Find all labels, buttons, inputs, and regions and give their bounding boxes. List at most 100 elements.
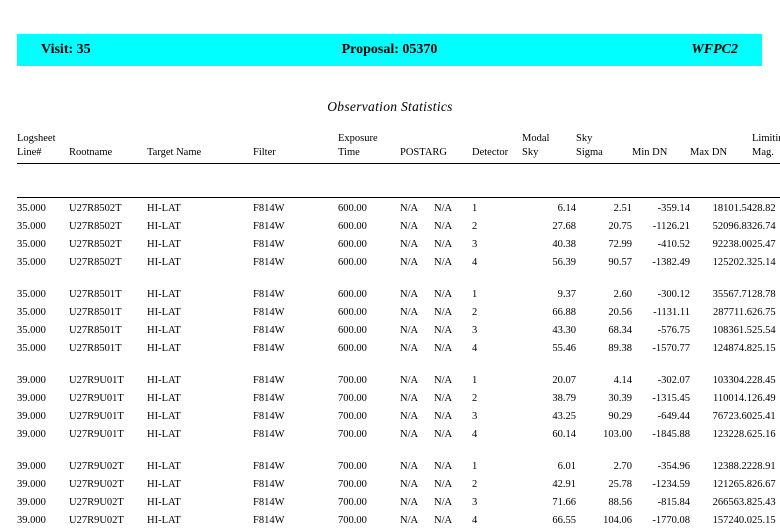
observation-statistics-table: Logsheet Line# Rootname Target Name Filt… [17, 130, 780, 528]
cell-logsheet-line: 35.000 [17, 198, 69, 217]
cell-modal-sky: 6.14 [522, 198, 576, 217]
postarg-x: N/A [400, 256, 434, 270]
cell-limiting-mag: 25.54 [752, 320, 780, 338]
cell-sky-sigma: 4.14 [576, 370, 632, 388]
col-header-line2: Sky [522, 146, 576, 160]
cell-logsheet-line: 35.000 [17, 320, 69, 338]
col-header-line2: Time [338, 146, 400, 160]
instrument-label: WFPC2 [691, 42, 738, 58]
cell-max-dn: 123228.6 [690, 424, 752, 442]
cell-filter: F814W [253, 320, 338, 338]
cell-filter: F814W [253, 252, 338, 270]
cell-limiting-mag: 26.74 [752, 216, 780, 234]
cell-max-dn: 92238.00 [690, 234, 752, 252]
cell-rootname: U27R9U02T [69, 492, 147, 510]
cell-logsheet-line: 35.000 [17, 338, 69, 356]
cell-rootname: U27R8501T [69, 338, 147, 356]
postarg-y: N/A [434, 324, 452, 338]
cell-filter: F814W [253, 216, 338, 234]
cell-detector: 2 [472, 388, 522, 406]
cell-sky-sigma: 72.99 [576, 234, 632, 252]
cell-limiting-mag: 25.41 [752, 406, 780, 424]
cell-exposure-time: 700.00 [338, 406, 400, 424]
col-header-min-dn: Min DN [632, 130, 690, 164]
postarg-y: N/A [434, 220, 452, 234]
cell-detector: 3 [472, 406, 522, 424]
cell-sky-sigma: 88.56 [576, 492, 632, 510]
col-header-postarg: POSTARG [400, 130, 472, 164]
cell-sky-sigma: 104.06 [576, 510, 632, 528]
page-title: Observation Statistics [0, 99, 780, 115]
cell-max-dn: 76723.60 [690, 406, 752, 424]
cell-target-name: HI-LAT [147, 510, 253, 528]
postarg-x: N/A [400, 342, 434, 356]
cell-exposure-time: 700.00 [338, 510, 400, 528]
cell-exposure-time: 700.00 [338, 456, 400, 474]
cell-filter: F814W [253, 198, 338, 217]
cell-sky-sigma: 25.78 [576, 474, 632, 492]
cell-rootname: U27R8502T [69, 252, 147, 270]
postarg-y: N/A [434, 202, 452, 216]
header-rule-cell [17, 164, 780, 198]
col-header-line2: Filter [253, 146, 338, 160]
cell-filter: F814W [253, 510, 338, 528]
cell-modal-sky: 66.88 [522, 302, 576, 320]
cell-logsheet-line: 39.000 [17, 510, 69, 528]
cell-detector: 4 [472, 510, 522, 528]
cell-rootname: U27R9U02T [69, 474, 147, 492]
cell-limiting-mag: 28.45 [752, 370, 780, 388]
cell-target-name: HI-LAT [147, 406, 253, 424]
cell-detector: 1 [472, 370, 522, 388]
cell-sky-sigma: 30.39 [576, 388, 632, 406]
postarg-x: N/A [400, 478, 434, 492]
cell-max-dn: 52096.83 [690, 216, 752, 234]
cell-min-dn: -1315.45 [632, 388, 690, 406]
postarg-y: N/A [434, 428, 452, 442]
postarg-x: N/A [400, 202, 434, 216]
cell-rootname: U27R9U01T [69, 406, 147, 424]
cell-detector: 2 [472, 216, 522, 234]
cell-exposure-time: 700.00 [338, 370, 400, 388]
postarg-x: N/A [400, 238, 434, 252]
cell-target-name: HI-LAT [147, 302, 253, 320]
cell-exposure-time: 600.00 [338, 252, 400, 270]
cell-min-dn: -359.14 [632, 198, 690, 217]
col-header-detector: Detector [472, 130, 522, 164]
cell-min-dn: -300.12 [632, 284, 690, 302]
cell-filter: F814W [253, 284, 338, 302]
cell-max-dn: 266563.8 [690, 492, 752, 510]
cell-limiting-mag: 26.67 [752, 474, 780, 492]
cell-sky-sigma: 2.70 [576, 456, 632, 474]
cell-filter: F814W [253, 302, 338, 320]
cell-detector: 2 [472, 302, 522, 320]
cell-logsheet-line: 35.000 [17, 302, 69, 320]
cell-detector: 4 [472, 252, 522, 270]
postarg-y: N/A [434, 478, 452, 492]
postarg-x: N/A [400, 428, 434, 442]
postarg-y: N/A [434, 410, 452, 424]
cell-max-dn: 35567.71 [690, 284, 752, 302]
cell-sky-sigma: 90.29 [576, 406, 632, 424]
col-header-line1: Exposure [338, 132, 400, 146]
postarg-x: N/A [400, 324, 434, 338]
